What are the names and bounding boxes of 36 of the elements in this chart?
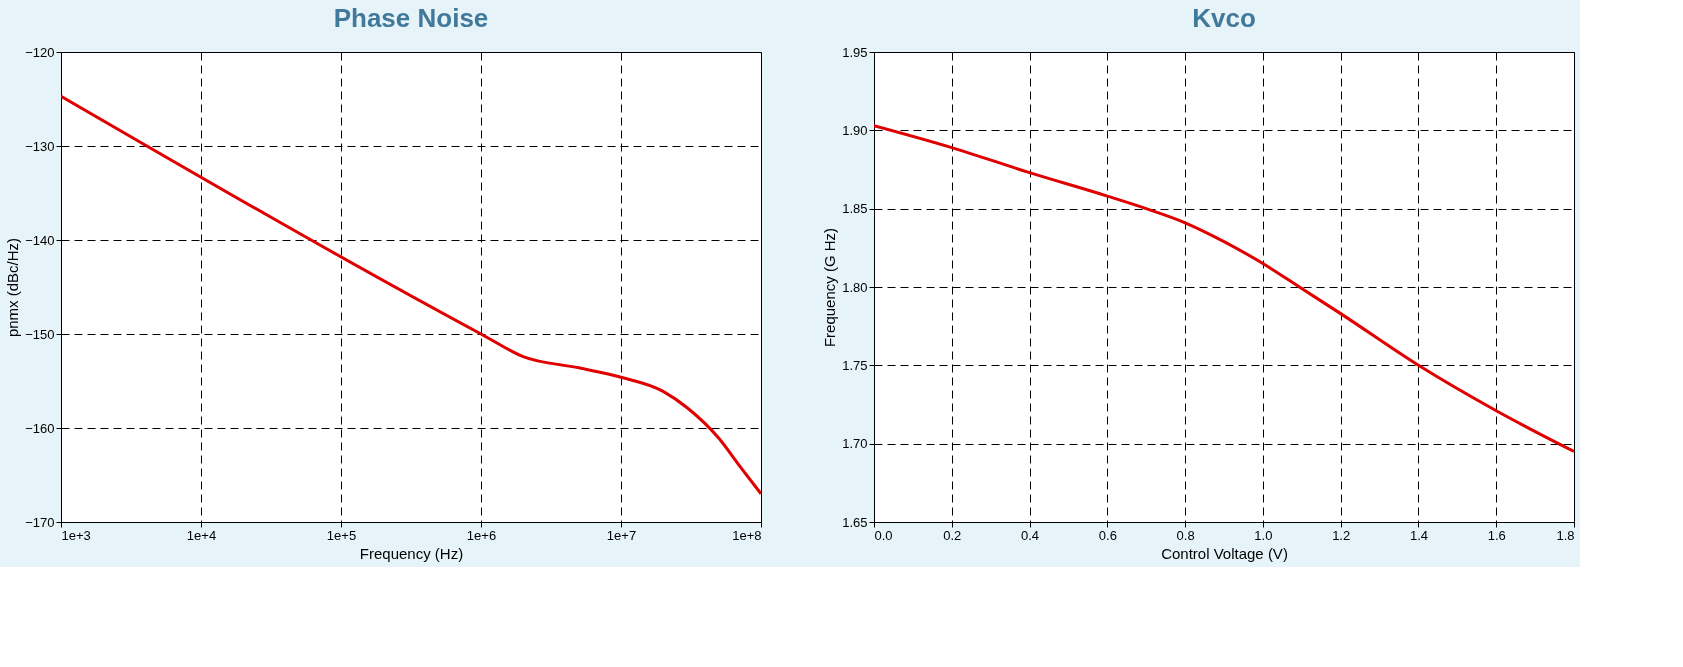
y-tick-label: −170 [25,514,55,530]
x-tick-label: 1e+4 [186,527,217,543]
y-tick-label: −130 [25,138,55,154]
y-tick-label: 1.70 [842,436,868,452]
y-tick-label: −140 [25,232,55,248]
y-tick-label: 1.75 [842,357,868,373]
y-tick-label: 1.80 [842,279,868,295]
y-axis-title: pnmx (dBc/Hz) [4,237,22,338]
x-tick-label: 0.2 [943,527,962,543]
y-axis-title: Frequency (G Hz) [821,227,839,348]
x-axis-title: Control Voltage (V) [1161,544,1288,562]
line-series [874,124,1574,453]
x-tick-label: 1e+6 [466,527,497,543]
x-tick-label: 1e+7 [606,527,637,543]
x-tick-label: 0.8 [1176,527,1195,543]
x-tick-label: 1.0 [1254,527,1273,543]
x-tick-label: 1e+8 [732,527,762,543]
x-tick-label: 0.6 [1098,527,1117,543]
x-tick-label: 0.4 [1021,527,1040,543]
x-tick-label: 1.2 [1332,527,1351,543]
y-tick-label: 1.95 [842,44,868,60]
y-tick-label: −120 [25,44,55,60]
chart-title: Phase Noise [333,3,489,33]
x-tick-label: 1.8 [1556,527,1575,543]
x-tick-label: 1e+5 [326,527,357,543]
y-tick-label: 1.85 [842,201,868,217]
x-tick-label: 1.6 [1487,527,1506,543]
y-tick-label: −160 [25,420,55,436]
x-axis-title: Frequency (Hz) [359,544,464,562]
y-tick-label: −150 [25,326,55,342]
y-tick-label: 1.90 [842,122,868,138]
x-tick-label: 1e+3 [61,527,91,543]
x-tick-label: 0.0 [874,527,893,543]
y-tick-label: 1.65 [842,514,868,530]
x-tick-label: 1.4 [1409,527,1428,543]
chart-title: Kvco [1192,3,1256,33]
